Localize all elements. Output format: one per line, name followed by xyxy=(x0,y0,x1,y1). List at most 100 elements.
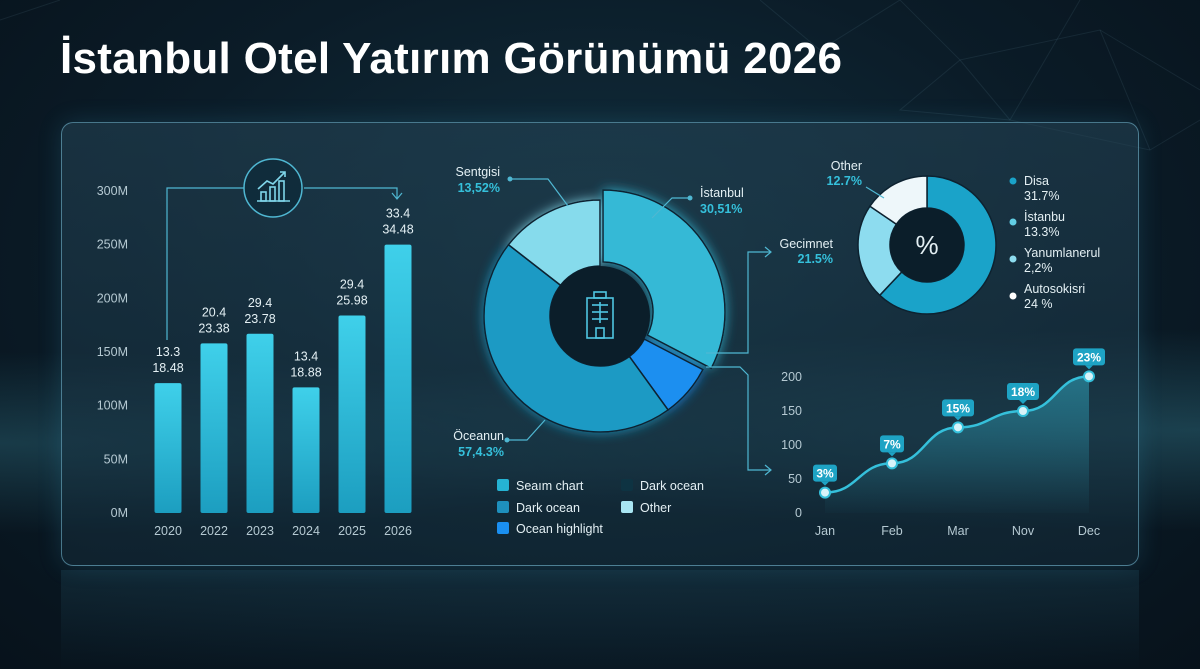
point-label: 18% xyxy=(1011,385,1035,399)
legend-label: Ocean highlight xyxy=(516,522,603,536)
legend-swatch xyxy=(621,479,633,491)
line-point xyxy=(886,457,898,470)
share-value-other: 12.7% xyxy=(827,174,862,188)
donut-value-istanbul: 30,51% xyxy=(700,202,742,216)
donut-label-sentgisi: Sentgisi xyxy=(456,165,500,179)
legend-swatch xyxy=(497,479,509,491)
bar-data-label: 29.4 xyxy=(248,296,272,310)
share-legend-item: Disa 31.7% xyxy=(1009,174,1059,203)
legend-item: Ocean highlight xyxy=(497,522,603,536)
donut-slice xyxy=(602,189,726,370)
point-tag-pointer xyxy=(888,452,896,457)
donut-value-oceanun: 57,4.3% xyxy=(458,445,504,459)
donut-label-istanbul: İstanbul xyxy=(700,186,744,200)
legend-label: Yanumlanerul xyxy=(1024,246,1100,260)
bar xyxy=(384,244,412,513)
legend-swatch xyxy=(621,501,633,513)
x-tick-label: Nov xyxy=(1012,524,1035,538)
legend-item: Other xyxy=(621,501,671,515)
legend-label: Other xyxy=(640,501,671,515)
point-tag-pointer xyxy=(954,416,962,421)
bar-data-label: 20.4 xyxy=(202,305,226,319)
legend-item: Dark ocean xyxy=(497,501,580,515)
point-tag xyxy=(1073,348,1105,366)
x-tick-label: Dec xyxy=(1078,524,1100,538)
share-legend: Disa 31.7% İstanbu 13.3% Yanumlanerul 2,… xyxy=(1009,174,1100,311)
y-tick-label: 200M xyxy=(97,291,128,305)
y-tick-label: 50M xyxy=(104,452,128,466)
legend-label: Disa xyxy=(1024,174,1049,188)
y-tick-label: 100M xyxy=(97,399,128,413)
legend-dot xyxy=(1009,255,1017,263)
point-label: 15% xyxy=(946,401,970,415)
legend-dot xyxy=(1009,218,1017,226)
share-legend-item: Yanumlanerul 2,2% xyxy=(1009,246,1100,275)
point-tag-pointer xyxy=(1085,365,1093,370)
y-tick-label: 300M xyxy=(97,184,128,198)
y-tick-label: 150 xyxy=(781,404,802,418)
point-tag xyxy=(880,435,904,453)
bar-data-label: 18.88 xyxy=(290,365,321,379)
bar-data-label: 13.4 xyxy=(294,349,318,363)
bar-data-label: 34.48 xyxy=(382,223,413,237)
bar xyxy=(200,343,228,513)
bar xyxy=(338,315,366,513)
bar-connector-lines xyxy=(166,187,403,340)
bar-data-label: 18.48 xyxy=(152,361,183,375)
legend-value: 2,2% xyxy=(1024,261,1053,275)
share-donut-center xyxy=(890,208,964,282)
legend-dot xyxy=(1009,177,1017,185)
x-tick-label: 2022 xyxy=(200,524,228,538)
legend-value: 31.7% xyxy=(1024,189,1059,203)
x-tick-label: Mar xyxy=(947,524,969,538)
page-title: İstanbul Otel Yatırım Görünümü 2026 xyxy=(60,34,843,83)
percent-symbol: % xyxy=(915,230,938,260)
line-point xyxy=(819,486,831,499)
legend-label: İstanbu xyxy=(1024,210,1065,224)
legend-label: Autosokisri xyxy=(1024,282,1085,296)
legend-label: Seaım chart xyxy=(516,479,584,493)
line-point xyxy=(952,421,964,434)
point-tag xyxy=(942,399,974,417)
legend-value: 24 % xyxy=(1024,297,1053,311)
bar-data-label: 23.38 xyxy=(198,321,229,335)
y-tick-label: 50 xyxy=(788,472,802,486)
x-tick-label: 2024 xyxy=(292,524,320,538)
y-tick-label: 0M xyxy=(111,506,128,520)
leader-line xyxy=(865,186,885,199)
donut-value-sentgisi: 13,52% xyxy=(458,181,500,195)
legend-label: Dark ocean xyxy=(640,479,704,493)
legend-swatch xyxy=(497,522,509,534)
point-tag xyxy=(1007,383,1039,400)
share-donut-chart: % Other 12.7% Gecimnet 21.5% Disa 31.7% … xyxy=(780,159,1100,315)
point-label: 23% xyxy=(1077,350,1101,364)
point-tag-pointer xyxy=(821,481,829,486)
bar-chart: 0M 50M 100M 150M 200M 250M 300M 13.3 18.48 20.4 2… xyxy=(97,158,414,538)
point-label: 7% xyxy=(883,437,901,451)
bar-data-label: 29.4 xyxy=(340,278,364,292)
growth-chart-icon xyxy=(243,158,303,218)
legend-label: Dark ocean xyxy=(516,501,580,515)
legend-swatch xyxy=(497,501,509,513)
x-tick-label: 2020 xyxy=(154,524,182,538)
x-tick-label: Jan xyxy=(815,524,835,538)
y-tick-label: 250M xyxy=(97,238,128,252)
point-tag-pointer xyxy=(1019,400,1027,404)
donut-leader-lines xyxy=(507,178,690,441)
point-tag xyxy=(813,464,837,482)
donut-connector-lines xyxy=(706,246,772,476)
donut-chart: Sentgisi 13,52% İstanbul 30,51% Öceanun … xyxy=(453,165,772,536)
line-point xyxy=(1083,370,1095,383)
y-tick-label: 150M xyxy=(97,345,128,359)
line-area-fill xyxy=(825,376,1089,513)
bar xyxy=(292,387,320,513)
share-value-gecimnet: 21.5% xyxy=(798,252,833,266)
x-tick-label: 2026 xyxy=(384,524,412,538)
x-tick-label: 2025 xyxy=(338,524,366,538)
bar-data-label: 13.3 xyxy=(156,345,180,359)
bar-data-label: 33.4 xyxy=(386,207,410,221)
legend-dot xyxy=(1009,292,1017,300)
x-tick-label: Feb xyxy=(881,524,903,538)
